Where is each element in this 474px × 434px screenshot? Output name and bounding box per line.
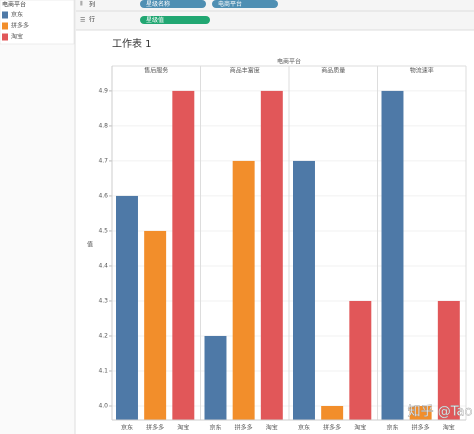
facet-header: 售后服务 [144,67,168,75]
side-panel [0,0,75,434]
x-tick-label: 拼多多 [146,424,164,432]
bar[interactable] [172,90,195,420]
y-tick-label: 4.1 [98,367,108,374]
y-tick-label: 4.9 [98,87,108,94]
y-axis-label: 值 [87,241,93,249]
pill-shape[interactable] [140,16,210,24]
x-tick-label: 淘宝 [266,424,278,432]
x-tick-label: 京东 [298,424,310,432]
columns-label[interactable]: 列 [89,1,95,9]
bar[interactable] [349,300,372,420]
bar[interactable] [204,335,227,420]
x-tick-label: 拼多多 [412,424,430,432]
facet-header: 商品丰富度 [230,67,260,75]
pill-shape[interactable] [140,0,206,8]
bar[interactable] [437,300,460,420]
bar[interactable] [232,160,255,421]
rows-icon: ☰ [80,17,85,24]
columns-icon: ⦀ [80,1,83,8]
y-tick-label: 4.4 [98,262,108,269]
legend-swatch [2,22,8,30]
sheet-title: 工作表 1 [112,37,152,50]
pill-shape[interactable] [212,0,278,8]
legend-label: 拼多多 [11,22,29,30]
x-tick-label: 京东 [121,424,133,432]
x-tick-label: 淘宝 [443,424,455,432]
pill-label[interactable]: 星级值 [146,16,164,24]
rows-label[interactable]: 行 [89,16,95,24]
bar[interactable] [321,405,344,420]
y-tick-label: 4.3 [98,297,108,304]
pill[interactable]: 星级名称 [140,0,206,8]
y-tick-label: 4.2 [98,332,108,339]
bar[interactable] [144,230,167,420]
x-tick-label: 淘宝 [177,424,189,432]
bar[interactable] [293,160,315,421]
legend-label: 京东 [11,11,23,19]
pill-label[interactable]: 星级名称 [146,0,170,8]
bar[interactable] [381,90,404,420]
legend-title: 电商平台 [2,1,26,9]
pill[interactable]: 星级值 [140,16,210,24]
bar[interactable] [116,195,138,420]
bar[interactable] [409,405,432,420]
legend-swatch [2,11,8,19]
column-header-title: 电商平台 [277,58,301,66]
y-tick-label: 4.8 [98,122,108,129]
pill-label[interactable]: 电商平台 [218,0,242,8]
watermark: 知乎 @Tao [408,404,473,420]
y-tick-label: 4.7 [98,157,108,164]
x-tick-label: 拼多多 [323,424,341,432]
legend-swatch [2,33,8,41]
x-tick-label: 拼多多 [235,424,253,432]
pill[interactable]: 电商平台 [212,0,278,8]
legend-label: 淘宝 [11,33,23,41]
bar[interactable] [260,90,283,420]
facet-header: 物流速率 [410,67,434,75]
y-tick-label: 4.0 [98,402,108,409]
x-tick-label: 京东 [209,424,221,432]
x-tick-label: 淘宝 [354,424,366,432]
legend-card [0,0,75,45]
facet-header: 商品质量 [321,67,345,75]
y-tick-label: 4.5 [98,227,108,234]
x-tick-label: 京东 [386,424,398,432]
y-tick-label: 4.6 [98,192,108,199]
